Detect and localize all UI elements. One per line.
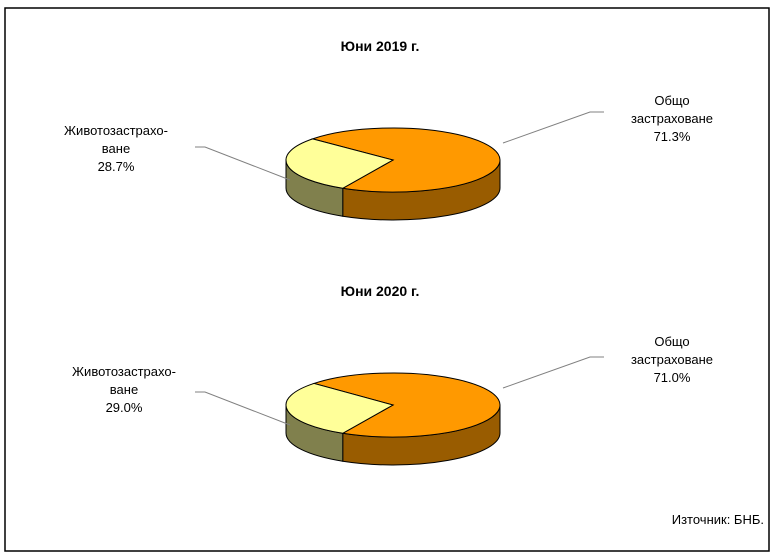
chart-title: Юни 2020 г. bbox=[340, 283, 420, 299]
value-label: 28.7% bbox=[97, 159, 135, 174]
slice-label: Общо застраховане bbox=[630, 93, 714, 126]
leader-line bbox=[502, 111, 604, 144]
pie-slice bbox=[285, 382, 395, 434]
chart-title: Юни 2019 г. bbox=[340, 38, 420, 54]
pie-slice bbox=[310, 127, 501, 193]
leader-line bbox=[195, 391, 291, 426]
value-label: 71.3% bbox=[653, 129, 691, 144]
leader-line bbox=[195, 146, 291, 181]
leader-line bbox=[502, 356, 604, 389]
slice-label: Общо застраховане bbox=[630, 334, 714, 367]
pie-slice bbox=[285, 138, 395, 189]
pie-slice bbox=[312, 372, 501, 438]
slice-label: Животозастрахо- ване bbox=[64, 123, 168, 156]
frame bbox=[4, 7, 770, 552]
value-label: 29.0% bbox=[105, 400, 143, 415]
value-label: 71.0% bbox=[653, 370, 691, 385]
source: Източник: БНБ. bbox=[671, 512, 764, 527]
slice-label: Животозастрахо- ване bbox=[72, 364, 176, 397]
